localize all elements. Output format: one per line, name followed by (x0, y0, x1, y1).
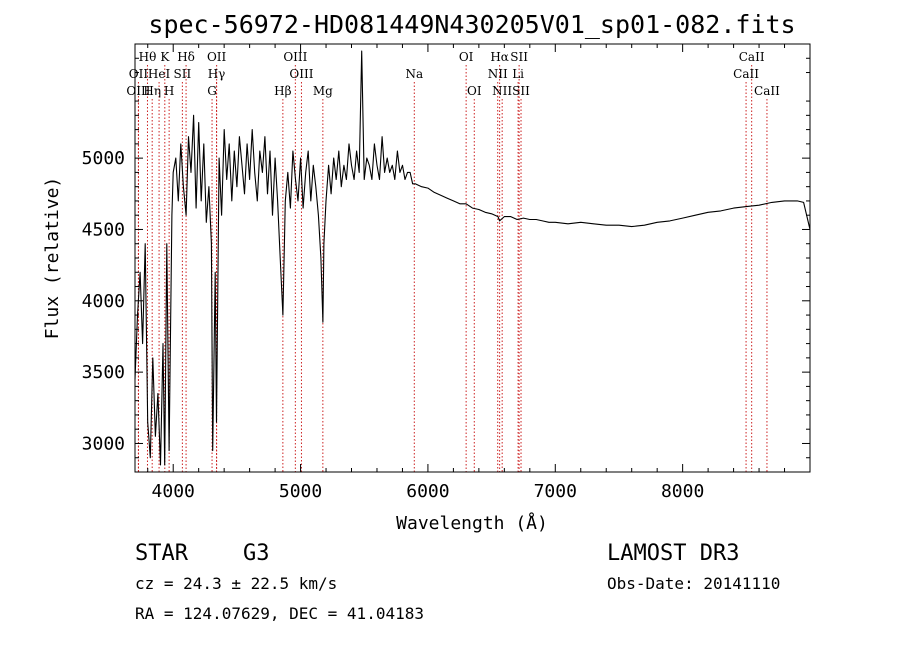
spectral-line-label-27: CaII (754, 84, 780, 98)
spectral-line-label-24: OI (467, 84, 482, 98)
chart-title: spec-56972-HD081449N430205V01_sp01-082.f… (148, 10, 795, 39)
y-tick-label-3: 4500 (82, 219, 125, 240)
spectral-line-label-14: Na (405, 67, 423, 81)
x-tick-label-2: 6000 (406, 481, 449, 502)
object-subclass: G3 (243, 541, 270, 566)
spectral-line-label-20: H (164, 84, 174, 98)
spectral-line-label-21: G (207, 84, 217, 98)
spectral-line-label-13: OIII (289, 67, 313, 81)
spectral-line-label-2: Hδ (177, 50, 195, 64)
spectral-line-label-12: Hγ (208, 67, 226, 81)
object-class: STAR (135, 541, 189, 566)
spectral-line-label-26: SII (512, 84, 530, 98)
spectral-line-label-17: CaII (733, 67, 759, 81)
spectral-line-label-22: Hβ (274, 84, 291, 98)
spectral-line-label-3: OII (207, 50, 227, 64)
y-tick-label-4: 5000 (82, 148, 125, 169)
spectral-line-label-10: HeI (148, 67, 171, 81)
spectral-line-label-6: Hα (490, 50, 509, 64)
x-tick-label-3: 7000 (534, 481, 577, 502)
x-axis: 4000 5000 6000 7000 8000 (147, 44, 786, 502)
spectrum-plot (134, 50, 811, 466)
ra-dec-coordinates: RA = 124.07629, DEC = 41.04183 (135, 604, 424, 623)
spectral-line-label-18: OIII (126, 84, 150, 98)
x-tick-label-1: 5000 (279, 481, 322, 502)
spectrum-series-line (134, 50, 811, 466)
plot-frame (134, 43, 811, 473)
spectral-line-label-7: SII (510, 50, 528, 64)
spectral-line-label-9: OII (129, 67, 149, 81)
spectral-line-label-19: Hη (143, 84, 161, 98)
spectral-line-label-5: OI (459, 50, 474, 64)
spectral-line-label-15: NII (488, 67, 508, 81)
spectral-line-label-0: Hθ (139, 50, 157, 64)
spectral-line-label-25: NII (492, 84, 512, 98)
x-tick-label-0: 4000 (152, 481, 195, 502)
y-tick-label-1: 3500 (82, 362, 125, 383)
observation-date: Obs-Date: 20141110 (607, 574, 780, 593)
y-axis: 3000 3500 4000 4500 5000 (82, 57, 810, 459)
spectral-line-label-4: OIII (283, 50, 307, 64)
spectral-line-label-23: Mg (313, 84, 333, 98)
spectral-line-label-11: SII (174, 67, 192, 81)
redshift-cz: cz = 24.3 ± 22.5 km/s (135, 574, 337, 593)
y-tick-label-0: 3000 (82, 433, 125, 454)
spectral-line-label-8: CaII (739, 50, 765, 64)
x-axis-label: Wavelength (Å) (396, 512, 548, 534)
spectral-line-label-1: K (160, 50, 170, 64)
x-tick-label-4: 8000 (661, 481, 704, 502)
spectral-line-label-16: Li (512, 67, 524, 81)
y-axis-label: Flux (relative) (42, 177, 63, 340)
y-tick-label-2: 4000 (82, 291, 125, 312)
survey-name: LAMOST DR3 (607, 541, 739, 566)
